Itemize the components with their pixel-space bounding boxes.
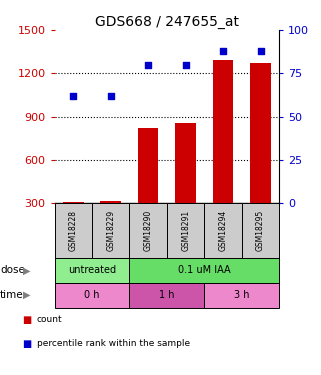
Bar bbox=[175, 123, 196, 203]
Text: GSM18294: GSM18294 bbox=[219, 210, 228, 251]
Text: percentile rank within the sample: percentile rank within the sample bbox=[37, 339, 190, 348]
Text: 0.1 uM IAA: 0.1 uM IAA bbox=[178, 266, 231, 275]
Bar bbox=[55, 283, 129, 308]
Text: 0 h: 0 h bbox=[84, 290, 100, 300]
Text: 1 h: 1 h bbox=[159, 290, 175, 300]
Bar bbox=[129, 258, 279, 283]
Point bbox=[146, 62, 151, 68]
Bar bbox=[204, 283, 279, 308]
Bar bbox=[129, 283, 204, 308]
Text: untreated: untreated bbox=[68, 266, 116, 275]
Point bbox=[71, 93, 76, 99]
Text: dose: dose bbox=[0, 266, 25, 275]
Point bbox=[221, 48, 226, 54]
Bar bbox=[250, 63, 271, 203]
Text: GSM18229: GSM18229 bbox=[106, 210, 115, 251]
Title: GDS668 / 247655_at: GDS668 / 247655_at bbox=[95, 15, 239, 29]
Text: GSM18295: GSM18295 bbox=[256, 210, 265, 251]
Bar bbox=[213, 60, 233, 203]
Point bbox=[108, 93, 113, 99]
Bar bbox=[167, 203, 204, 258]
Point bbox=[183, 62, 188, 68]
Bar bbox=[92, 203, 129, 258]
Text: 3 h: 3 h bbox=[234, 290, 249, 300]
Text: count: count bbox=[37, 315, 63, 324]
Text: ■: ■ bbox=[22, 315, 32, 325]
Bar bbox=[138, 128, 159, 203]
Text: GSM18290: GSM18290 bbox=[144, 210, 153, 251]
Bar bbox=[129, 203, 167, 258]
Text: time: time bbox=[0, 290, 24, 300]
Point bbox=[258, 48, 263, 54]
Text: ▶: ▶ bbox=[23, 290, 31, 300]
Text: ■: ■ bbox=[22, 339, 32, 350]
Text: GSM18228: GSM18228 bbox=[69, 210, 78, 251]
Bar bbox=[204, 203, 242, 258]
Bar bbox=[55, 258, 129, 283]
Text: ▶: ▶ bbox=[23, 266, 31, 275]
Text: GSM18291: GSM18291 bbox=[181, 210, 190, 251]
Bar bbox=[100, 201, 121, 203]
Bar bbox=[242, 203, 279, 258]
Bar bbox=[55, 203, 92, 258]
Bar bbox=[63, 202, 83, 203]
